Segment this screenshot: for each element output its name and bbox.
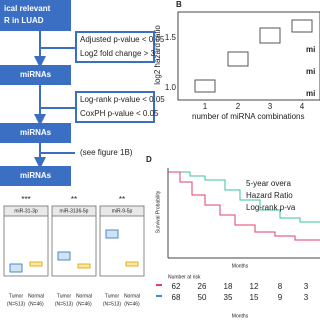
panel-b: B log2 hazard ratio 1.5 1.0 1 2 3 4 numb… [153,0,320,121]
box [29,261,43,267]
group-count: (N=46) [76,301,92,307]
risk-count: 50 [198,293,207,302]
x-tick-label: 1 [203,102,208,111]
box-text: ical relevant [4,4,51,13]
x-tick-label: 4 [300,102,305,111]
criteria-box [75,91,155,123]
box [291,19,313,33]
risk-title: Number at risk [168,274,201,280]
y-label: Survival Probability [155,190,161,233]
y-label: log2 hazard ratio [153,25,162,85]
box [57,251,71,261]
box [125,261,139,267]
significance: *** [21,195,30,204]
risk-count: 3 [304,282,309,291]
box [194,79,216,93]
panel-frame [3,215,49,277]
note: Hazard Ratio [246,191,293,200]
boxplots: miR-31-3p***Tumor(N=513)Normal(N=46)miR-… [3,195,145,307]
box [77,263,91,269]
risk-count: 12 [250,282,259,291]
box-text: miRNAs [20,128,52,137]
risk-count: 15 [250,293,259,302]
km-curve [168,171,320,241]
box-text: miRNAs [20,70,52,79]
group-count: (N=513) [55,301,74,307]
side-text: mi [306,67,315,76]
group-label: Tumor [105,293,120,299]
panel-frame [99,215,145,277]
flowchart [0,0,155,186]
criteria: Adjusted p-value < 0.05 [80,35,165,44]
significance: ** [71,195,77,204]
box-text: miRNAs [20,171,52,180]
criteria: CoxPH p-value < 0.05 [80,109,159,118]
box-text: R in LUAD [4,16,44,25]
group-count: (N=513) [7,301,26,307]
risk-count: 68 [172,293,181,302]
note: 5-year overa [246,179,291,188]
criteria: Log2 fold change > 3 [80,49,156,58]
panel-name: miR-31-3p [14,208,38,214]
box [259,27,281,44]
group-count: (N=46) [124,301,140,307]
panel-label: B [176,0,182,9]
box [0,0,71,31]
group-label: Tumor [9,293,24,299]
box [227,51,249,67]
group-count: (N=46) [28,301,44,307]
criteria-box [75,31,155,63]
legend-key [156,284,162,286]
group-label: Normal [124,293,140,299]
criteria: (see figure 1B) [80,148,133,157]
criteria: Log-rank p-value < 0.05 [80,95,165,104]
group-label: Tumor [57,293,72,299]
risk-count: 62 [172,282,181,291]
plot-frame [177,11,320,101]
panel-label: D [146,155,152,164]
x-label: Months [232,313,249,319]
group-label: Normal [76,293,92,299]
risk-count: 9 [278,293,283,302]
x-label: Months [232,263,249,269]
x-tick-label: 2 [236,102,241,111]
side-text: mi [306,89,315,98]
side-text: mi [306,45,315,54]
risk-count: 8 [278,282,283,291]
box [105,229,119,239]
significance: ** [119,195,125,204]
group-count: (N=513) [103,301,122,307]
box [9,263,23,273]
group-label: Normal [28,293,44,299]
y-tick-label: 1.5 [165,33,177,42]
x-label: number of miRNA combinations [192,112,305,121]
note: Log-rank p-va [246,203,296,212]
panel-d: D Survival Probability Months 5-year ove… [146,155,320,319]
risk-table: 62 26 18 12 8 3 68 50 35 15 9 3 [172,282,309,302]
risk-count: 18 [224,282,233,291]
risk-count: 3 [304,293,309,302]
y-tick-label: 1.0 [165,83,177,92]
x-tick-label: 3 [268,102,273,111]
panel-name: miR-9-5p [112,208,133,214]
panel-name: miR-3136-5p [60,208,89,214]
risk-count: 26 [198,282,207,291]
panel-frame [51,215,97,277]
risk-count: 35 [224,293,233,302]
km-curve [168,171,320,223]
legend-key [156,295,162,297]
